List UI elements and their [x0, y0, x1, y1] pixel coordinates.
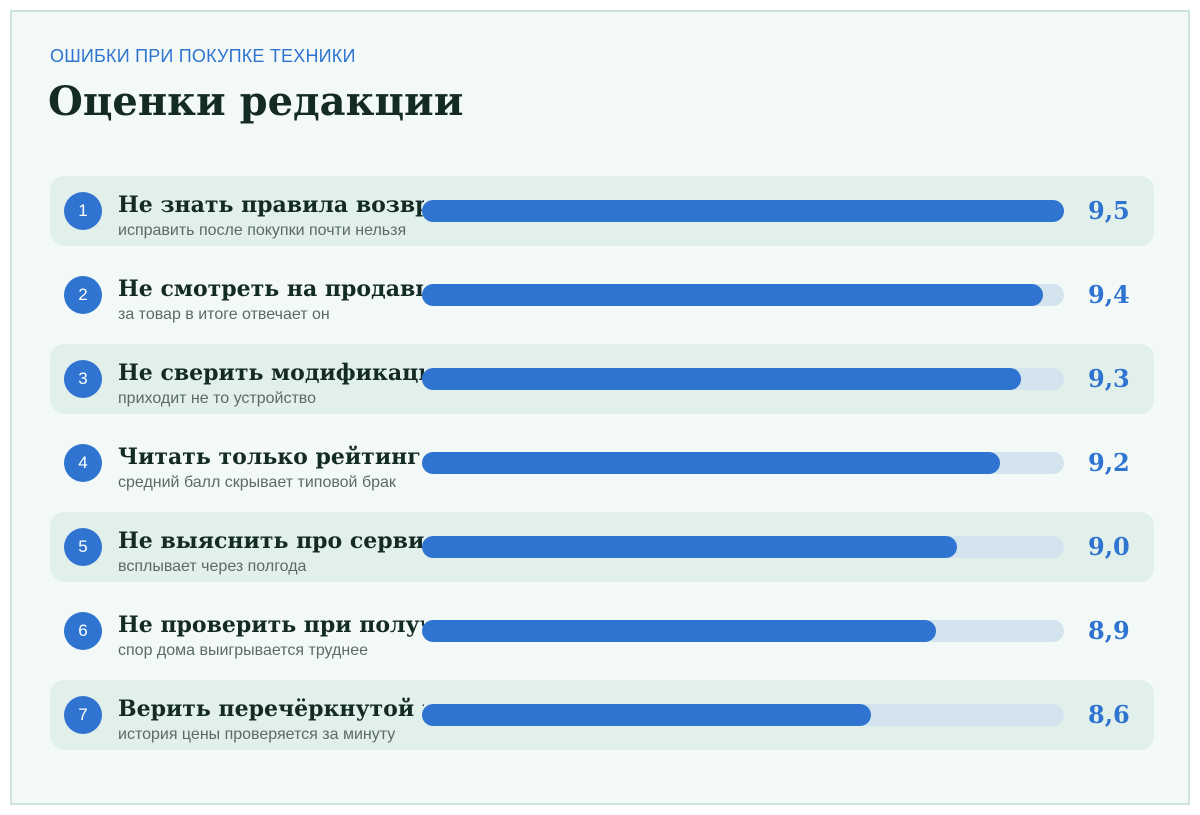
bar-row: 3 Не сверить модификацию приходит не то ус… [50, 344, 1154, 414]
score-label: 9,2 [1088, 448, 1130, 477]
bar-label-wrap: Не выяснить про сервис [118, 526, 424, 556]
score-label: 9,4 [1088, 280, 1130, 309]
bar-label-wrap: Не смотреть на продавца [118, 274, 424, 304]
bar-track [422, 536, 1064, 558]
bar-fill [422, 620, 936, 642]
bar-row: 2 Не смотреть на продавца за товар в итоге… [50, 260, 1154, 330]
bar-sublabel: всплывает через полгода [118, 558, 307, 575]
bar-label-wrap: Верить перечёркнутой цене [118, 694, 424, 724]
bar-track [422, 452, 1064, 474]
rank-badge: 1 [64, 192, 102, 230]
bar-label-wrap: Читать только рейтинг [118, 442, 424, 472]
bar-sublabel: спор дома выигрывается труднее [118, 642, 368, 659]
bar-row: 4 Читать только рейтинг средний балл скрыв… [50, 428, 1154, 498]
bar-sublabel: исправить после покупки почти нельзя [118, 222, 407, 239]
bar-fill [422, 704, 871, 726]
bar-sublabel: приходит не то устройство [118, 390, 317, 407]
rank-badge: 2 [64, 276, 102, 314]
bar-fill [422, 368, 1021, 390]
bar-label: Не знать правила возврата [118, 192, 424, 218]
bar-label-wrap: Не сверить модификацию [118, 358, 424, 388]
bar-label: Читать только рейтинг [118, 444, 421, 470]
page-title: Оценки редакции [48, 78, 464, 125]
rank-badge: 6 [64, 612, 102, 650]
bar-label: Не выяснить про сервис [118, 528, 424, 554]
bar-track [422, 368, 1064, 390]
score-label: 9,5 [1088, 196, 1130, 225]
kicker: ОШИБКИ ПРИ ПОКУПКЕ ТЕХНИКИ [50, 46, 356, 66]
rank-badge: 7 [64, 696, 102, 734]
bar-fill [422, 200, 1064, 222]
rank-badge: 4 [64, 444, 102, 482]
bar-row: 5 Не выяснить про сервис всплывает через п… [50, 512, 1154, 582]
bar-sublabel: средний балл скрывает типовой брак [118, 474, 396, 491]
bar-label: Не смотреть на продавца [118, 276, 424, 302]
bar-sublabel: за товар в итоге отвечает он [118, 306, 330, 323]
bar-fill [422, 452, 1000, 474]
score-label: 9,0 [1088, 532, 1130, 561]
bar-row: 1 Не знать правила возврата исправить посл… [50, 176, 1154, 246]
chart-card: ОШИБКИ ПРИ ПОКУПКЕ ТЕХНИКИ Оценки редакц… [10, 10, 1190, 805]
score-label: 8,6 [1088, 700, 1130, 729]
bar-label-wrap: Не знать правила возврата [118, 190, 424, 220]
bar-track [422, 704, 1064, 726]
bar-sublabel: история цены проверяется за минуту [118, 726, 396, 743]
score-label: 9,3 [1088, 364, 1130, 393]
rank-badge: 5 [64, 528, 102, 566]
bar-track [422, 284, 1064, 306]
bar-label: Не сверить модификацию [118, 360, 424, 386]
rank-badge: 3 [64, 360, 102, 398]
score-label: 8,9 [1088, 616, 1130, 645]
bar-track [422, 200, 1064, 222]
bar-track [422, 620, 1064, 642]
bar-row: 6 Не проверить при получении спор дома выи… [50, 596, 1154, 666]
bar-fill [422, 284, 1043, 306]
bar-label-wrap: Не проверить при получении [118, 610, 424, 640]
bar-label: Верить перечёркнутой цене [118, 696, 424, 722]
bar-label: Не проверить при получении [118, 612, 424, 638]
bar-row: 7 Верить перечёркнутой цене история цены п… [50, 680, 1154, 750]
bar-fill [422, 536, 957, 558]
